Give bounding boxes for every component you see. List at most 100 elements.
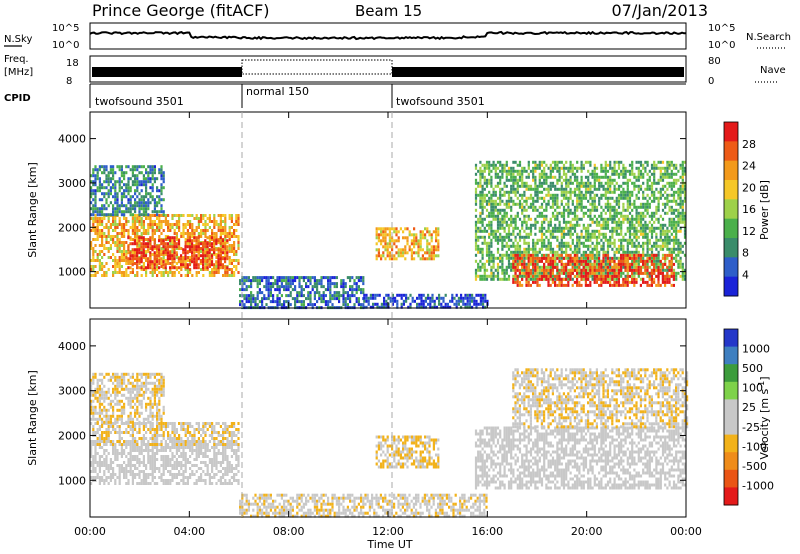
echo-cell: [488, 211, 491, 215]
echo-cell: [184, 238, 187, 241]
echo-cell: [648, 229, 651, 233]
echo-cell: [147, 226, 150, 229]
echo-cell: [543, 274, 546, 278]
echo-cell: [538, 184, 541, 188]
echo-cell: [523, 205, 526, 209]
echo-cell: [204, 260, 207, 264]
echo-cell: [224, 220, 227, 223]
echo-cell: [633, 172, 636, 176]
echo-cell: [490, 241, 493, 245]
echo-cell: [481, 163, 484, 167]
echo-cell: [642, 235, 645, 239]
echo-cell: [265, 285, 268, 289]
echo-cell: [655, 232, 658, 236]
echo-cell: [507, 169, 511, 173]
echo-cell: [657, 220, 660, 224]
echo-cell: [567, 211, 570, 215]
echo-cell: [642, 202, 645, 206]
echo-cell: [280, 303, 283, 307]
echo-cell: [149, 214, 152, 217]
echo-cell: [153, 254, 156, 258]
echo-cell: [523, 265, 526, 269]
echo-cell: [431, 296, 434, 300]
echo-cell: [617, 232, 621, 236]
echo-cell: [631, 202, 634, 206]
echo-cell: [554, 277, 557, 281]
echo-cell: [173, 236, 176, 240]
echo-cell: [681, 163, 684, 167]
echo-cell: [523, 169, 526, 173]
echo-cell: [510, 214, 513, 218]
echo-cell: [200, 229, 203, 232]
echo-cell: [516, 247, 519, 251]
echo-cell: [527, 274, 530, 278]
echo-cell: [655, 256, 658, 260]
echo-cell: [587, 184, 590, 188]
echo-cell: [591, 247, 594, 251]
echo-cell: [527, 247, 530, 251]
echo-cell: [384, 227, 387, 231]
echo-cell: [602, 193, 605, 197]
echo-cell: [554, 223, 557, 227]
echo-cell: [98, 262, 101, 265]
echo-cell: [545, 265, 548, 269]
echo-cell: [534, 268, 537, 272]
echo-cell: [186, 223, 189, 226]
echo-cell: [569, 229, 572, 233]
echo-cell: [289, 279, 292, 283]
echo-cell: [551, 271, 554, 275]
echo-cell: [622, 172, 625, 176]
echo-cell: [120, 192, 123, 196]
echo-cell: [549, 250, 552, 254]
echo-cell: [677, 241, 680, 245]
echo-cell: [485, 214, 489, 218]
echo-cell: [637, 166, 640, 170]
echo-cell: [562, 244, 566, 248]
echo-cell: [400, 302, 403, 306]
echo-cell: [496, 241, 500, 245]
echo-cell: [525, 202, 528, 206]
echo-cell: [567, 220, 570, 224]
echo-cell: [272, 285, 275, 289]
echo-cell: [543, 265, 546, 269]
echo-cell: [156, 204, 159, 208]
echo-cell: [617, 199, 621, 203]
echo-cell: [131, 256, 134, 259]
echo-cell: [182, 248, 185, 252]
echo-cell: [432, 251, 435, 255]
echo-cell: [167, 229, 170, 232]
echo-cell: [490, 238, 493, 242]
echo-cell: [483, 241, 486, 245]
echo-cell: [263, 297, 266, 301]
echo-cell: [516, 250, 519, 254]
echo-cell: [538, 274, 541, 278]
echo-cell: [551, 166, 555, 170]
echo-cell: [547, 238, 550, 242]
echo-cell: [527, 283, 530, 287]
echo-cell: [549, 271, 552, 275]
echo-cell: [138, 180, 141, 184]
echo-cell: [481, 277, 484, 281]
echo-cell: [626, 187, 629, 191]
echo-cell: [646, 211, 649, 215]
echo-cell: [670, 226, 673, 230]
echo-cell: [103, 207, 106, 211]
echo-cell: [182, 265, 185, 268]
echo-cell: [543, 244, 546, 248]
echo-cell: [313, 282, 316, 286]
echo-cell: [672, 268, 676, 272]
echo-cell: [611, 226, 614, 230]
echo-cell: [402, 236, 405, 240]
echo-cell: [551, 256, 554, 260]
echo-cell: [278, 288, 281, 292]
echo-cell: [549, 229, 552, 233]
echo-cell: [540, 163, 544, 167]
echo-cell: [210, 263, 213, 267]
echo-cell: [462, 302, 465, 306]
echo-cell: [479, 274, 482, 278]
echo-cell: [679, 205, 682, 209]
echo-cell: [147, 229, 150, 232]
echo-cell: [551, 196, 555, 200]
echo-cell: [105, 274, 108, 277]
echo-cell: [617, 202, 621, 206]
